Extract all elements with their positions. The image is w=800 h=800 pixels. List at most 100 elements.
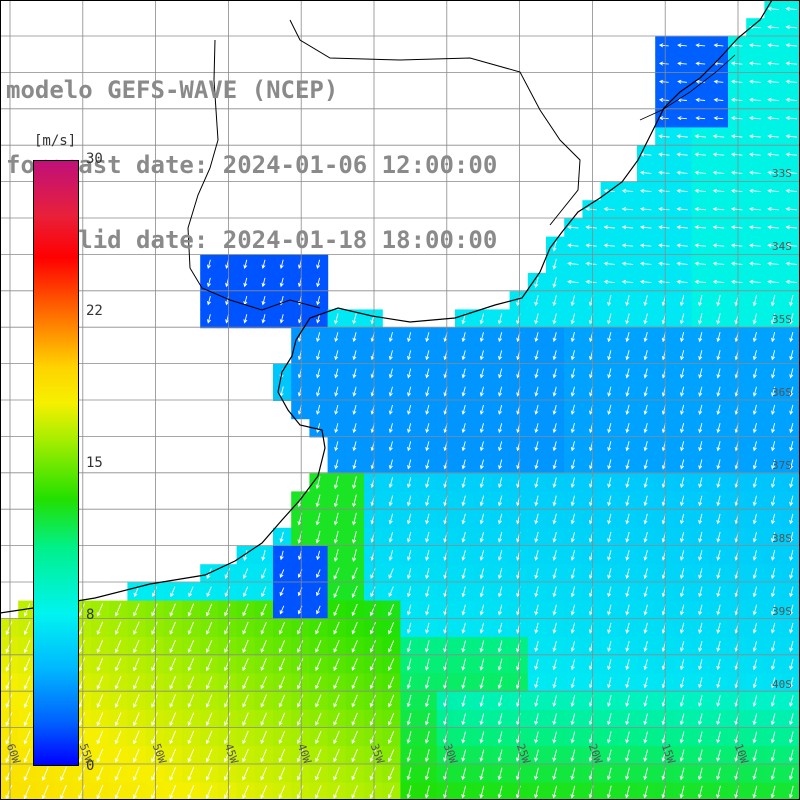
wind-arrow bbox=[534, 677, 539, 689]
wind-arrow bbox=[316, 550, 321, 561]
wind-arrow bbox=[658, 43, 669, 48]
wind-arrow bbox=[694, 243, 707, 248]
wind-arrow bbox=[570, 404, 575, 416]
wind-arrow bbox=[679, 622, 685, 634]
wind-arrow bbox=[41, 766, 49, 781]
wind-arrow bbox=[534, 731, 539, 744]
wind-arrow bbox=[206, 586, 212, 598]
wind-arrow bbox=[334, 386, 339, 397]
wind-arrow bbox=[770, 640, 776, 653]
wind-arrow bbox=[78, 766, 86, 781]
wind-arrow bbox=[461, 350, 466, 361]
colorbar-tick: 22 bbox=[86, 303, 103, 319]
wind-arrow bbox=[694, 225, 707, 230]
wind-arrow bbox=[639, 261, 652, 266]
wind-arrow bbox=[151, 785, 158, 800]
wind-arrow bbox=[698, 622, 703, 634]
wind-arrow bbox=[406, 604, 412, 616]
wind-arrow bbox=[552, 550, 557, 561]
wind-arrow bbox=[789, 386, 794, 397]
wind-arrow bbox=[789, 422, 794, 434]
wind-arrow bbox=[534, 423, 539, 434]
wind-arrow bbox=[78, 639, 85, 654]
wind-arrow bbox=[534, 568, 539, 580]
latitude-label: 35S bbox=[772, 313, 792, 326]
wind-arrow bbox=[639, 225, 652, 230]
wind-arrow bbox=[96, 639, 104, 654]
wind-arrow bbox=[679, 477, 685, 488]
wind-arrow bbox=[369, 785, 377, 799]
wind-arrow bbox=[5, 621, 13, 636]
wind-arrow bbox=[242, 712, 249, 726]
wind-arrow bbox=[585, 243, 597, 248]
wind-arrow bbox=[334, 313, 339, 325]
wind-arrow bbox=[643, 350, 648, 361]
wind-arrow bbox=[351, 567, 358, 580]
wind-arrow bbox=[261, 314, 266, 324]
wind-arrow bbox=[658, 243, 670, 248]
wind-arrow bbox=[643, 531, 648, 543]
wind-arrow bbox=[658, 279, 670, 284]
wind-arrow bbox=[749, 243, 761, 248]
wind-arrow bbox=[552, 332, 557, 343]
wind-arrow bbox=[425, 495, 430, 507]
wind-arrow bbox=[789, 550, 794, 561]
wind-arrow bbox=[603, 206, 615, 212]
wind-arrow bbox=[224, 767, 231, 781]
wind-arrow bbox=[789, 313, 794, 325]
wind-arrow bbox=[695, 97, 706, 102]
wind-arrow bbox=[151, 748, 158, 763]
wind-arrow bbox=[695, 43, 706, 48]
wind-arrow bbox=[712, 225, 725, 230]
wind-arrow bbox=[406, 568, 412, 580]
wind-arrow bbox=[315, 767, 322, 781]
wind-arrow bbox=[785, 61, 798, 66]
wind-arrow bbox=[224, 603, 231, 617]
wind-arrow bbox=[698, 659, 703, 671]
wind-arrow bbox=[770, 659, 776, 671]
wind-arrow bbox=[676, 206, 688, 212]
wind-arrow bbox=[607, 677, 612, 689]
wind-arrow bbox=[643, 331, 648, 343]
wind-arrow bbox=[296, 676, 304, 690]
wind-arrow bbox=[206, 314, 211, 324]
wind-arrow bbox=[243, 277, 248, 288]
wind-arrow bbox=[789, 640, 794, 653]
wind-arrow bbox=[23, 621, 31, 636]
wind-arrow bbox=[187, 621, 195, 635]
wind-arrow bbox=[679, 604, 685, 616]
wind-arrow bbox=[388, 477, 394, 489]
wind-arrow bbox=[567, 261, 579, 266]
wind-arrow bbox=[789, 404, 794, 416]
wind-arrow bbox=[96, 712, 104, 727]
wind-arrow bbox=[425, 404, 430, 415]
wind-arrow bbox=[676, 152, 688, 157]
wind-arrow bbox=[679, 586, 685, 598]
wind-arrow bbox=[224, 586, 230, 598]
wind-arrow bbox=[534, 276, 539, 288]
wind-arrow bbox=[278, 712, 286, 726]
wind-arrow bbox=[643, 459, 648, 470]
wind-arrow bbox=[585, 225, 597, 230]
wind-arrow bbox=[694, 188, 707, 193]
wind-arrow bbox=[78, 694, 86, 708]
wind-arrow bbox=[749, 152, 761, 157]
wind-arrow bbox=[570, 531, 576, 543]
wind-arrow bbox=[425, 604, 430, 616]
wind-arrow bbox=[698, 313, 703, 325]
wind-arrow bbox=[695, 79, 706, 84]
wind-arrow bbox=[658, 206, 670, 212]
wind-arrow bbox=[242, 621, 249, 635]
wind-arrow bbox=[278, 640, 286, 653]
wind-arrow bbox=[96, 603, 104, 617]
wind-arrow bbox=[406, 712, 412, 726]
wind-arrow bbox=[333, 694, 340, 708]
wind-arrow bbox=[625, 441, 630, 452]
wind-arrow bbox=[716, 513, 721, 525]
wind-arrow bbox=[333, 730, 340, 745]
wind-arrow bbox=[694, 261, 707, 266]
wind-arrow bbox=[771, 404, 776, 416]
wind-arrow bbox=[5, 712, 13, 727]
wind-arrow bbox=[625, 622, 630, 634]
wind-arrow bbox=[698, 568, 703, 580]
